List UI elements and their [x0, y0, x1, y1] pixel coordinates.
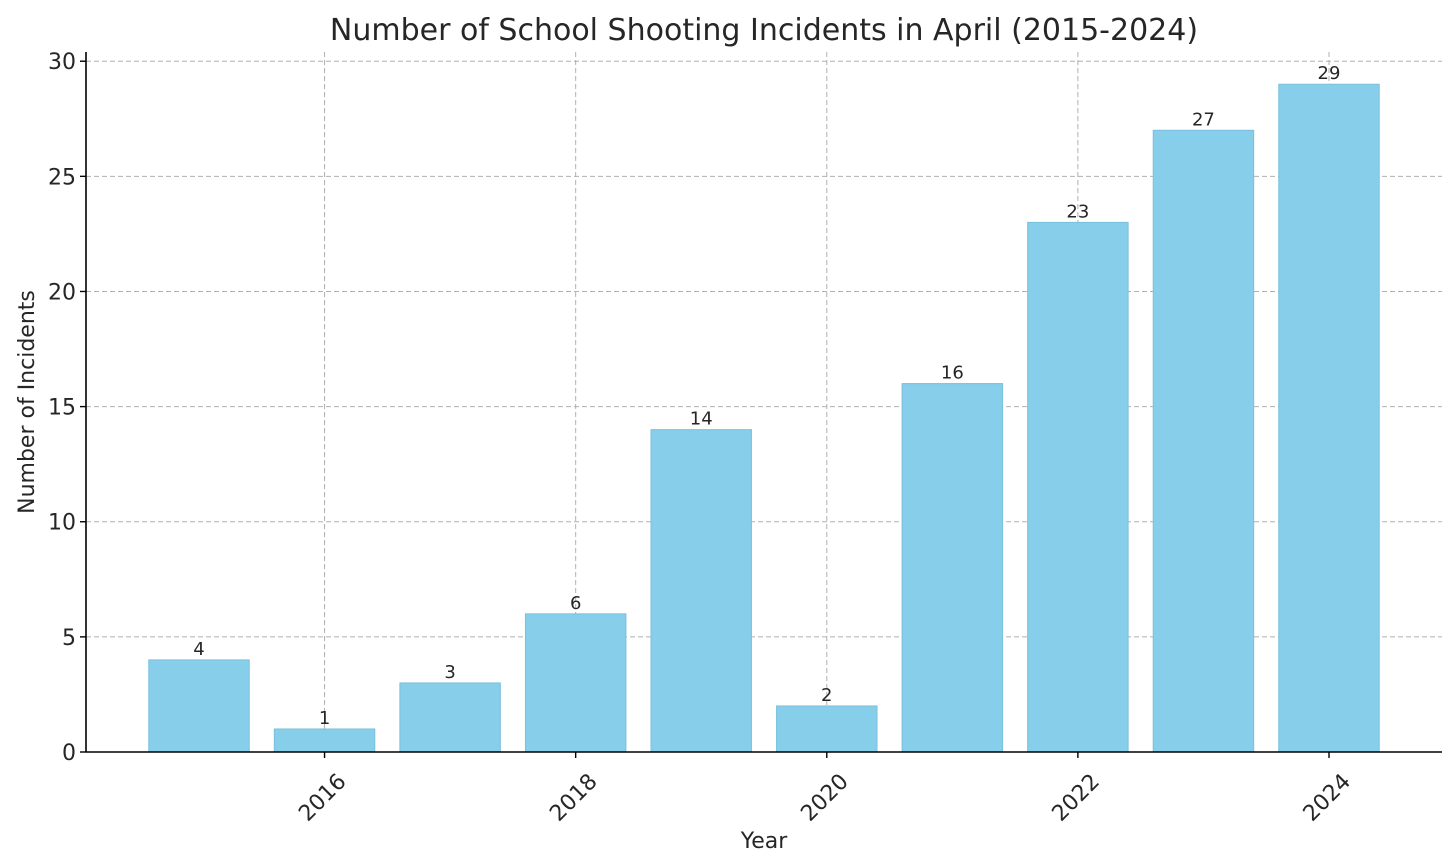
- bar-2023: [1152, 129, 1255, 753]
- y-tick-label-5: 5: [62, 626, 76, 651]
- y-tick-label-25: 25: [48, 165, 76, 190]
- y-tick-label-0: 0: [62, 741, 76, 766]
- y-tick-label-15: 15: [48, 396, 76, 421]
- data-label-2023: 27: [1192, 109, 1215, 130]
- data-labels: 4 1 3 6 14 2 16 23 27 29: [193, 63, 1340, 729]
- data-label-2022: 23: [1066, 201, 1089, 222]
- y-tick-label-20: 20: [48, 280, 76, 305]
- bar-2022: [1027, 221, 1129, 753]
- y-tick-label-30: 30: [48, 50, 76, 75]
- data-label-2015: 4: [193, 639, 204, 660]
- x-tick-label-2018: 2018: [545, 769, 602, 826]
- bar-2018: [524, 613, 627, 753]
- data-label-2016: 1: [319, 708, 330, 729]
- data-label-2021: 16: [941, 363, 964, 384]
- data-label-2024: 29: [1318, 63, 1341, 84]
- data-label-2017: 3: [444, 662, 455, 683]
- bar-2015: [148, 659, 250, 753]
- bar-2021: [901, 383, 1004, 753]
- x-tick-label-2022: 2022: [1048, 769, 1105, 826]
- chart-title: Number of School Shooting Incidents in A…: [330, 13, 1198, 48]
- x-tick-label-2016: 2016: [294, 769, 351, 826]
- data-label-2020: 2: [821, 685, 832, 706]
- y-tick-label-10: 10: [48, 511, 76, 536]
- x-tick-label-2024: 2024: [1299, 769, 1356, 826]
- bar-2024: [1278, 83, 1380, 753]
- x-axis-label: Year: [740, 829, 789, 854]
- data-label-2018: 6: [570, 593, 581, 614]
- y-axis-label: Number of Incidents: [15, 290, 40, 514]
- data-label-2019: 14: [690, 409, 713, 430]
- bars: [148, 83, 1380, 753]
- bar-2017: [399, 682, 501, 753]
- bar-2019: [650, 429, 752, 753]
- x-tick-label-2020: 2020: [796, 769, 853, 826]
- bar-2020: [776, 705, 878, 753]
- bar-2016: [273, 728, 376, 753]
